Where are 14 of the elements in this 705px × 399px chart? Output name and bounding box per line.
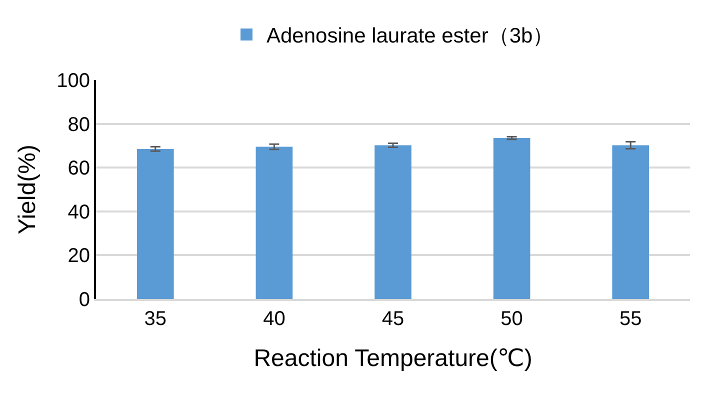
- y-tick-label: 60: [68, 158, 90, 180]
- x-tick-label: 55: [619, 308, 642, 330]
- x-tick-label: 35: [144, 308, 167, 330]
- x-tick-label: 40: [263, 308, 286, 330]
- x-tick-label: 45: [382, 308, 404, 330]
- y-tick-label: 80: [68, 114, 90, 136]
- legend-label: Adenosine laurate ester（3b）: [266, 24, 554, 48]
- y-tick-label: 100: [56, 70, 90, 92]
- x-axis-title: Reaction Temperature(℃): [254, 344, 532, 372]
- x-tick-label: 50: [500, 308, 523, 330]
- y-tick-label: 0: [78, 289, 90, 311]
- y-tick-label: 40: [68, 201, 90, 224]
- y-axis-title: Yield(%): [14, 144, 42, 234]
- y-tick-label: 20: [68, 245, 90, 268]
